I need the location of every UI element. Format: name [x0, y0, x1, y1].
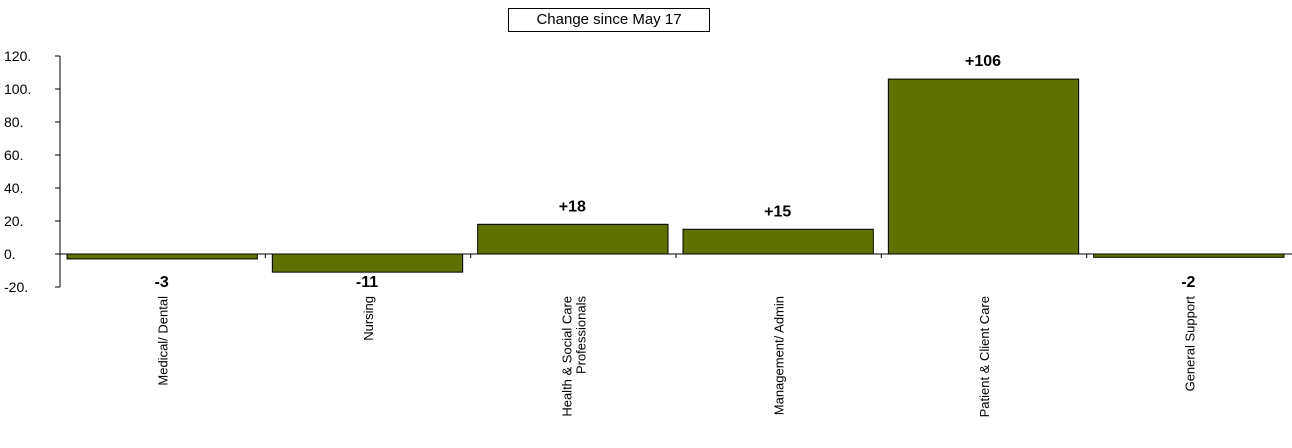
- bar: [887, 78, 1080, 255]
- category-label: Health & Social CareProfessionals: [559, 296, 588, 417]
- data-label: -2: [1181, 274, 1195, 291]
- category-label-line: Management/ Admin: [772, 296, 787, 415]
- y-tick-label: 60.: [4, 147, 23, 163]
- y-tick-label: -20.: [4, 279, 28, 295]
- category-label-line: Professionals: [573, 296, 588, 375]
- bar: [66, 253, 258, 260]
- y-tick-label: 40.: [4, 180, 23, 196]
- category-label-line: Medical/ Dental: [156, 296, 171, 386]
- bar: [477, 223, 669, 255]
- category-label: Patient & Client Care: [977, 296, 992, 417]
- data-label: -11: [356, 274, 378, 291]
- bar: [271, 253, 464, 273]
- category-label-line: Nursing: [361, 296, 376, 341]
- y-tick-label: 100.: [4, 81, 31, 97]
- category-label: Management/ Admin: [772, 296, 787, 415]
- data-label: +18: [559, 198, 586, 215]
- category-label-line: Patient & Client Care: [977, 296, 992, 417]
- category-label-line: Health & Social Care: [559, 296, 574, 417]
- data-label: +106: [965, 53, 1001, 70]
- category-label-line: General Support: [1182, 296, 1197, 392]
- y-tick-label: 80.: [4, 114, 23, 130]
- chart-title: Change since May 17: [508, 8, 710, 32]
- category-label: Medical/ Dental: [156, 296, 171, 386]
- y-tick-label: 20.: [4, 213, 23, 229]
- y-tick-label: 120.: [4, 48, 31, 64]
- bar: [682, 228, 874, 255]
- category-label: Nursing: [361, 296, 376, 341]
- data-label: -3: [155, 274, 169, 291]
- category-label: General Support: [1182, 296, 1197, 392]
- y-tick-label: 0.: [4, 246, 16, 262]
- data-label: +15: [764, 203, 791, 220]
